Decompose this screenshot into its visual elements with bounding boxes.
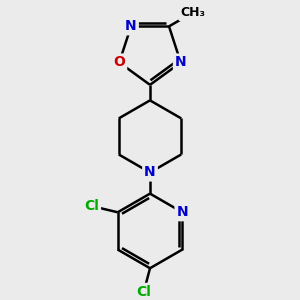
Text: Cl: Cl — [136, 285, 151, 299]
Text: N: N — [176, 205, 188, 219]
Text: N: N — [175, 56, 187, 70]
Text: Cl: Cl — [84, 199, 99, 213]
Text: N: N — [144, 166, 156, 179]
Text: N: N — [125, 20, 137, 33]
Text: CH₃: CH₃ — [180, 6, 205, 19]
Text: O: O — [113, 56, 125, 70]
